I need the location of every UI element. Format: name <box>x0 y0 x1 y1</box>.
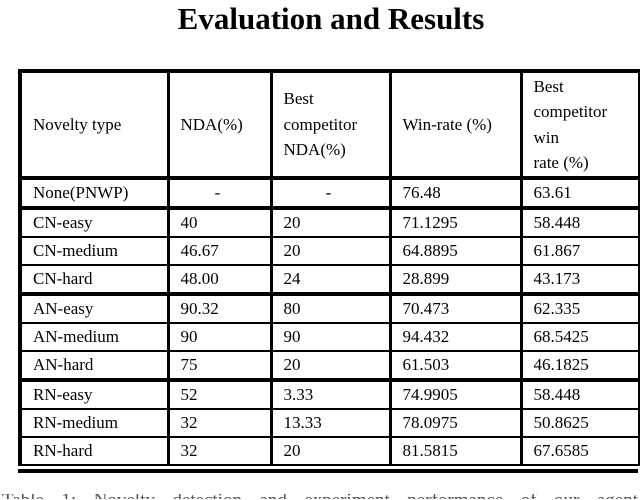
cell-win-rate: 74.9905 <box>388 379 523 410</box>
table-bottom-rule <box>18 469 638 473</box>
table-caption-clipped: Table 1: Novelty detection and experimen… <box>2 494 638 499</box>
cell-win-rate: 76.48 <box>388 177 523 210</box>
cell-novelty-type: CN-easy <box>18 207 170 238</box>
table-row: AN-medium 90 90 94.432 68.5425 <box>18 322 640 352</box>
table-row: RN-hard 32 20 81.5815 67.6585 <box>18 436 640 466</box>
cell-novelty-type: CN-medium <box>18 236 170 266</box>
table-row: AN-easy 90.32 80 70.473 62.335 <box>18 293 640 324</box>
cell-nda: 32 <box>166 436 273 466</box>
cell-win-rate: 81.5815 <box>388 436 523 466</box>
cell-novelty-type: RN-easy <box>18 379 170 410</box>
cell-best-competitor-nda: 20 <box>269 350 392 382</box>
table-row: AN-hard 75 20 61.503 46.1825 <box>18 350 640 382</box>
header-best-competitor-nda: Best competitor NDA(%) <box>269 70 392 180</box>
page-title: Evaluation and Results <box>177 1 485 36</box>
cell-novelty-type: None(PNWP) <box>18 177 170 210</box>
table-row: None(PNWP) - - 76.48 63.61 <box>18 177 640 210</box>
cell-best-competitor-nda: 90 <box>269 322 392 352</box>
cell-best-competitor-nda: 13.33 <box>269 408 392 438</box>
table-row: CN-easy 40 20 71.1295 58.448 <box>18 207 640 238</box>
cell-novelty-type: AN-hard <box>18 350 170 382</box>
cell-best-competitor-nda: 20 <box>269 436 392 466</box>
table-caption-text: Table 1: Novelty detection and experimen… <box>2 494 638 499</box>
cell-best-competitor-win-rate: 50.8625 <box>519 408 640 438</box>
results-table: Novelty type NDA(%) Best competitor NDA(… <box>18 69 640 466</box>
cell-win-rate: 78.0975 <box>388 408 523 438</box>
cell-best-competitor-win-rate: 58.448 <box>519 207 640 238</box>
cell-novelty-type: AN-easy <box>18 293 170 324</box>
cell-nda: 75 <box>166 350 273 382</box>
cell-best-competitor-nda: 3.33 <box>269 379 392 410</box>
table-header-row: Novelty type NDA(%) Best competitor NDA(… <box>18 70 640 180</box>
header-nda: NDA(%) <box>166 70 273 180</box>
cell-nda: 90 <box>166 322 273 352</box>
cell-novelty-type: RN-medium <box>18 408 170 438</box>
cell-best-competitor-nda: 24 <box>269 264 392 296</box>
cell-win-rate: 64.8895 <box>388 236 523 266</box>
cell-best-competitor-win-rate: 67.6585 <box>519 436 640 466</box>
cell-best-competitor-win-rate: 68.5425 <box>519 322 640 352</box>
cell-best-competitor-win-rate: 58.448 <box>519 379 640 410</box>
cell-best-competitor-win-rate: 46.1825 <box>519 350 640 382</box>
cell-nda: 46.67 <box>166 236 273 266</box>
cell-nda: - <box>166 177 273 210</box>
cell-win-rate: 71.1295 <box>388 207 523 238</box>
cell-best-competitor-nda: 80 <box>269 293 392 324</box>
cell-best-competitor-nda: - <box>269 177 392 210</box>
cell-win-rate: 94.432 <box>388 322 523 352</box>
cell-novelty-type: AN-medium <box>18 322 170 352</box>
cell-nda: 48.00 <box>166 264 273 296</box>
cell-nda: 32 <box>166 408 273 438</box>
table-row: CN-hard 48.00 24 28.899 43.173 <box>18 264 640 296</box>
table-row: CN-medium 46.67 20 64.8895 61.867 <box>18 236 640 266</box>
table-row: RN-medium 32 13.33 78.0975 50.8625 <box>18 408 640 438</box>
cell-novelty-type: RN-hard <box>18 436 170 466</box>
cell-best-competitor-nda: 20 <box>269 207 392 238</box>
cell-win-rate: 28.899 <box>388 264 523 296</box>
header-best-competitor-win-rate: Best competitor win rate (%) <box>519 70 640 180</box>
cell-best-competitor-win-rate: 43.173 <box>519 264 640 296</box>
header-win-rate: Win-rate (%) <box>388 70 523 180</box>
table-row: RN-easy 52 3.33 74.9905 58.448 <box>18 379 640 410</box>
cell-win-rate: 70.473 <box>388 293 523 324</box>
cell-best-competitor-nda: 20 <box>269 236 392 266</box>
cell-novelty-type: CN-hard <box>18 264 170 296</box>
cell-nda: 90.32 <box>166 293 273 324</box>
header-novelty-type: Novelty type <box>18 70 170 180</box>
cell-win-rate: 61.503 <box>388 350 523 382</box>
cell-nda: 52 <box>166 379 273 410</box>
cell-best-competitor-win-rate: 61.867 <box>519 236 640 266</box>
cell-best-competitor-win-rate: 63.61 <box>519 177 640 210</box>
cell-best-competitor-win-rate: 62.335 <box>519 293 640 324</box>
results-table-container: Novelty type NDA(%) Best competitor NDA(… <box>18 69 640 473</box>
cell-nda: 40 <box>166 207 273 238</box>
